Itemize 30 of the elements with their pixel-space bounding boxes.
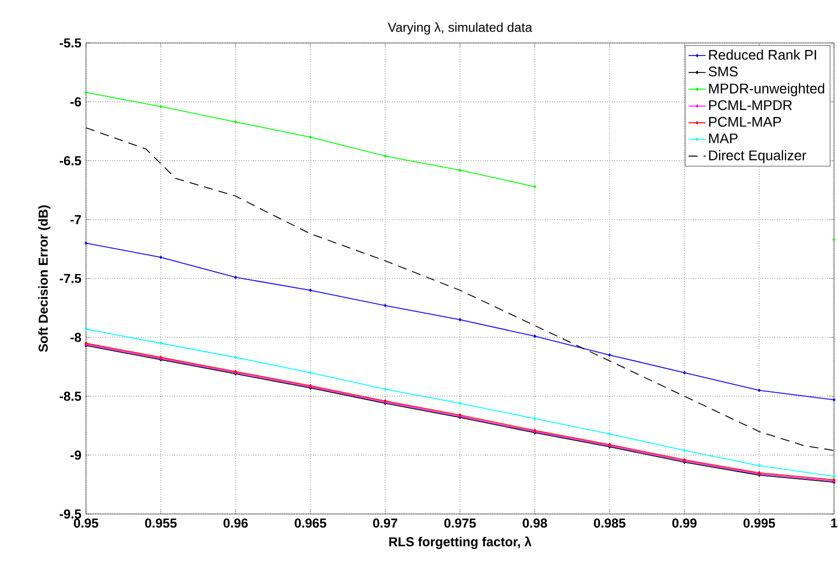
y-tick-label: -9.5 — [60, 509, 82, 519]
x-tick-label: 0.985 — [594, 518, 626, 528]
x-tick-label: 0.98 — [522, 518, 548, 528]
y-tick-label: -5.5 — [60, 38, 82, 48]
x-tick-label: 0.96 — [224, 518, 248, 528]
x-axis-title: RLS forgetting factor, λ — [389, 536, 532, 549]
legend-label: MPDR-unweighted — [709, 83, 824, 96]
x-tick-label: 0.955 — [145, 518, 177, 528]
y-tick-label: -8 — [70, 332, 82, 342]
legend-label: PCML-MPDR — [709, 100, 792, 110]
y-tick-label: -7.5 — [60, 274, 82, 283]
x-tick-label: 0.975 — [444, 518, 476, 528]
legend-label: MAP — [709, 134, 738, 144]
legend-label: SMS — [708, 66, 738, 76]
legend-label: Reduced Rank PI — [709, 50, 816, 60]
y-tick-label: -8.5 — [60, 392, 82, 401]
x-tick-label: 1 — [831, 518, 838, 528]
y-tick-label: -6.5 — [60, 156, 82, 166]
y-tick-label: -7 — [70, 215, 81, 224]
y-axis-title: Soft Decision Error (dB) — [38, 205, 50, 352]
chart-title: Varying λ, simulated data — [388, 22, 532, 34]
x-tick-label: 0.965 — [294, 518, 326, 528]
x-tick-label: 0.995 — [744, 518, 776, 528]
x-tick-label: 0.99 — [672, 518, 697, 528]
legend-label: Direct Equalizer — [709, 150, 806, 164]
x-tick-label: 0.97 — [373, 518, 398, 528]
x-tick-label: 0.95 — [74, 518, 98, 528]
y-tick-label: -6 — [70, 97, 82, 106]
y-tick-label: -9 — [70, 450, 82, 460]
legend-label: PCML-MAP — [709, 116, 781, 127]
